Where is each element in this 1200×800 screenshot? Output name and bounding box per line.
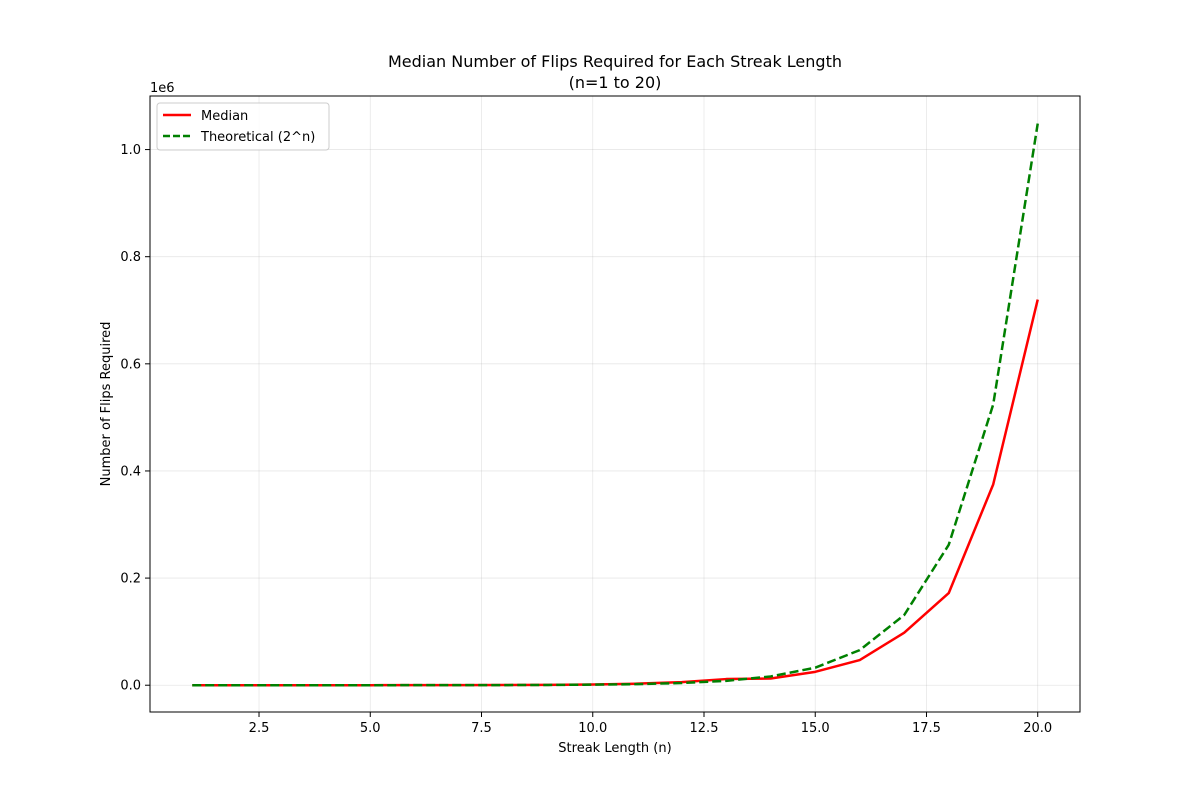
y-offset-label: 1e6 [150, 81, 175, 96]
x-tick-label: 10.0 [578, 721, 607, 736]
x-tick-label: 17.5 [912, 721, 941, 736]
legend: Median Theoretical (2^n) [156, 102, 330, 151]
plot-lines [192, 123, 1039, 687]
legend-median-label: Median [201, 109, 248, 124]
legend-theoretical-label: Theoretical (2^n) [200, 130, 315, 145]
series-line-theoretical [192, 123, 1039, 687]
y-tick-label: 0.4 [120, 464, 141, 479]
y-tick-label: 0.6 [120, 357, 141, 372]
x-tick-label: 20.0 [1023, 721, 1052, 736]
y-tick-label: 0.8 [120, 250, 141, 265]
x-tick-label: 5.0 [360, 721, 381, 736]
chart-subtitle: (n=1 to 20) [569, 73, 662, 92]
y-tick-label: 0.2 [120, 572, 141, 587]
axes-frame [149, 95, 1081, 713]
x-tick-label: 2.5 [249, 721, 270, 736]
legend-box [156, 102, 330, 151]
y-tick-label: 1.0 [120, 143, 141, 158]
chart-title: Median Number of Flips Required for Each… [388, 52, 842, 71]
y-tick-label: 0.0 [120, 679, 141, 694]
x-tick-label: 12.5 [690, 721, 719, 736]
x-tick-label: 7.5 [471, 721, 492, 736]
series-line-median [192, 299, 1039, 687]
x-axis-label: Streak Length (n) [558, 741, 671, 756]
axis-ticks: 2.5 5.0 7.5 10.0 12.5 15.0 17.5 20.0 0.0 0.2 0.4 0.… [120, 143, 1052, 736]
grid [150, 96, 1080, 712]
x-tick-label: 15.0 [801, 721, 830, 736]
y-axis-label: Number of Flips Required [99, 322, 114, 487]
